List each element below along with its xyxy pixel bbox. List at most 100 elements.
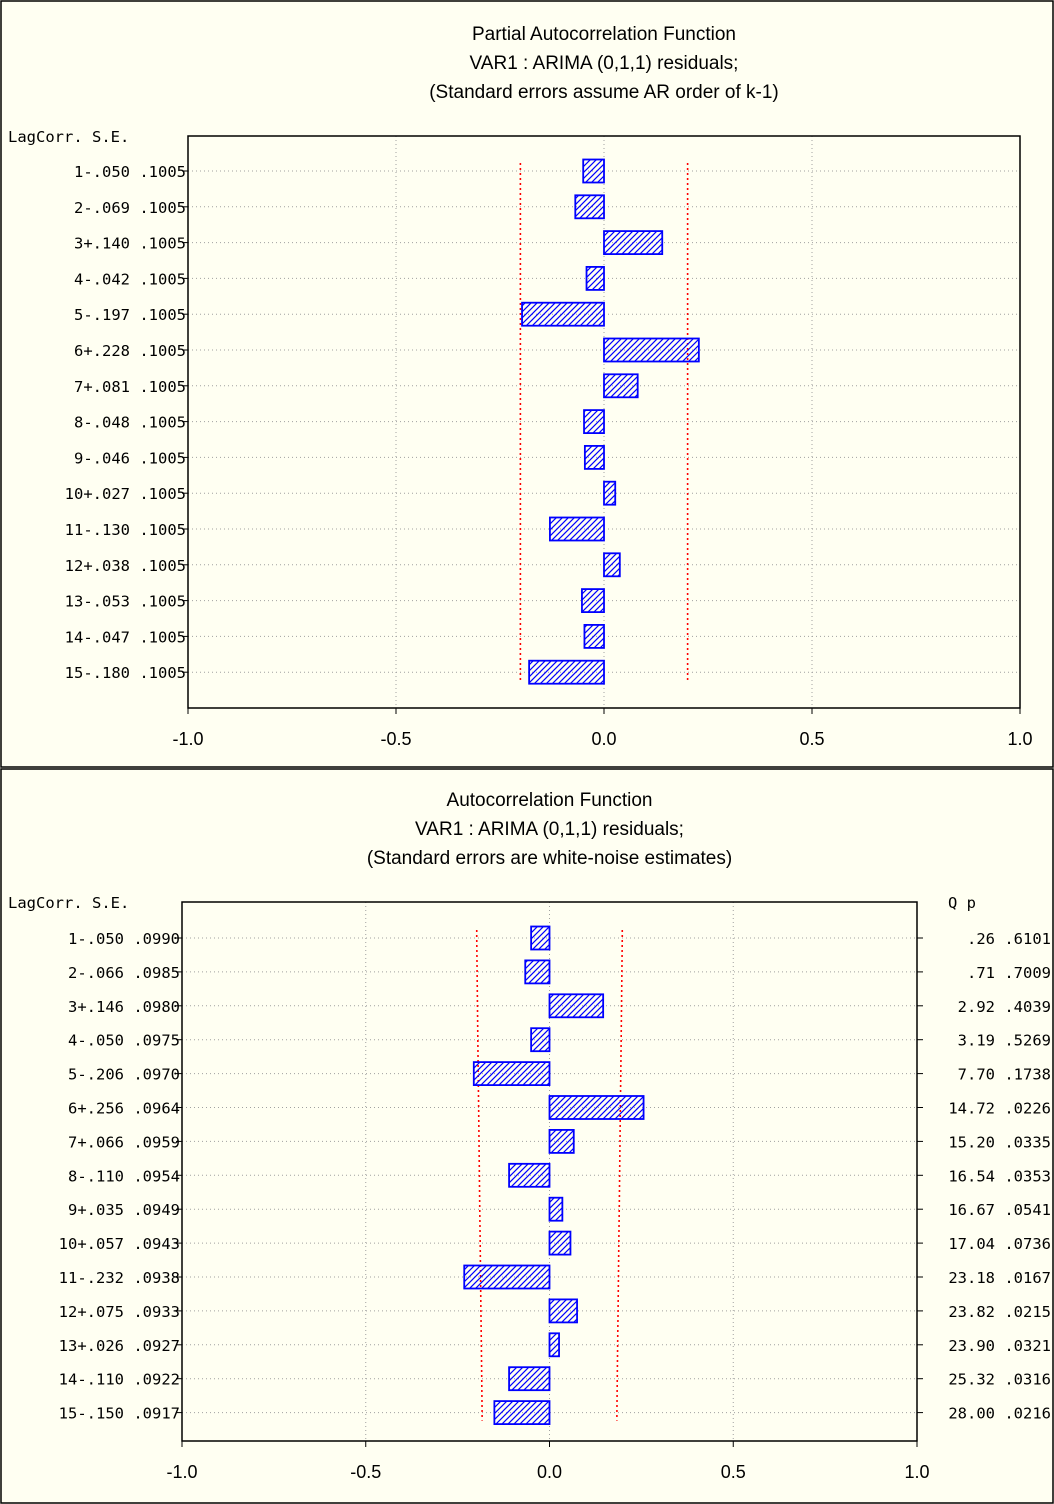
acf-qp-label-5: 7.70 .1738 [958,1066,1051,1084]
pacf-row-label-6: 6+.228 .1005 [74,342,186,360]
acf-row-label-9: 9+.035 .0949 [68,1201,180,1219]
pacf-panel-border [0,0,1054,768]
acf-bar-lag-5 [472,1061,551,1087]
acf-bar-lag-15 [493,1400,551,1425]
pacf-xtick-label-0: -1.0 [172,729,203,749]
pacf-bar-lag-11 [549,516,605,542]
acf-qp-label-3: 2.92 .4039 [958,998,1051,1016]
acf-qp-label-2: .71 .7009 [967,964,1051,982]
pacf-row-label-11: 11-.130 .1005 [65,521,186,539]
pacf-bar-lag-3 [603,230,664,256]
pacf-row-label-3: 3+.140 .1005 [74,235,186,253]
pacf-row-label-4: 4-.042 .1005 [74,270,186,288]
pacf-bar-lag-4 [585,265,605,291]
pacf-bar-lag-14 [583,624,605,649]
pacf-row-label-2: 2-.069 .1005 [74,199,186,217]
acf-qp-label-12: 23.82 .0215 [948,1303,1051,1321]
pacf-bar-lag-10 [603,480,617,506]
pacf-bar-lag-8 [583,409,605,435]
acf-xtick-label-3: 0.5 [721,1462,746,1482]
acf-upper-limit-line [616,930,624,1421]
pacf-bar-lag-2 [574,194,605,220]
acf-bar-lag-1 [530,925,551,951]
acf-xtick-label-2: 0.0 [537,1462,562,1482]
acf-panel: Autocorrelation Function VAR1 : ARIMA (0,… [0,768,1054,1504]
acf-qp-label-1: .26 .6101 [967,930,1051,948]
acf-subtitle: VAR1 : ARIMA (0,1,1) residuals; [415,819,684,840]
pacf-bar-lag-7 [603,373,639,399]
pacf-title: Partial Autocorrelation Function [472,24,736,45]
pacf-row-label-13: 13-.053 .1005 [65,593,186,611]
acf-qp-label-14: 25.32 .0316 [948,1371,1051,1389]
acf-row-label-7: 7+.066 .0959 [68,1133,180,1151]
acf-qp-label-11: 23.18 .0167 [948,1269,1051,1287]
acf-bar-lag-13 [548,1332,560,1358]
acf-bar-lag-3 [548,993,605,1019]
acf-chart: Autocorrelation Function VAR1 : ARIMA (0,… [0,768,1054,1504]
acf-xtick-label-1: -0.5 [350,1462,381,1482]
pacf-row-label-10: 10+.027 .1005 [65,485,186,503]
acf-row-label-5: 5-.206 .0970 [68,1066,180,1084]
acf-row-label-8: 8-.110 .0954 [68,1167,180,1185]
acf-bar-lag-6 [548,1095,645,1120]
acf-qp-label-4: 3.19 .5269 [958,1032,1051,1050]
acf-row-label-11: 11-.232 .0938 [59,1269,180,1287]
pacf-bar-lag-1 [582,158,605,184]
acf-header-label: LagCorr. S.E. [8,894,129,912]
acf-qp-label-7: 15.20 .0335 [948,1133,1051,1151]
pacf-bar-lag-6 [603,337,700,363]
pacf-row-label-15: 15-.180 .1005 [65,664,186,682]
acf-row-label-12: 12+.075 .0933 [59,1303,180,1321]
pacf-xtick-label-1: -0.5 [380,729,411,749]
acf-bar-lag-8 [508,1162,551,1188]
pacf-subtitle: VAR1 : ARIMA (0,1,1) residuals; [470,53,739,74]
acf-title: Autocorrelation Function [447,790,653,811]
acf-subtitle-2: (Standard errors are white-noise estimat… [367,848,732,869]
acf-bar-lag-12 [548,1298,578,1324]
acf-row-label-3: 3+.146 .0980 [68,998,180,1016]
acf-bar-lag-10 [548,1230,572,1256]
acf-bar-lag-2 [524,959,551,985]
acf-lower-limit-line [475,930,483,1421]
acf-row-label-10: 10+.057 .0943 [59,1235,180,1253]
acf-bar-lag-9 [548,1196,564,1222]
acf-right-header: Q p [948,894,976,912]
acf-qp-label-9: 16.67 .0541 [948,1201,1051,1219]
pacf-bar-lag-12 [603,552,621,578]
pacf-chart: Partial Autocorrelation Function VAR1 : A… [0,0,1054,768]
pacf-bar-lag-5 [521,301,605,327]
pacf-row-label-9: 9-.046 .1005 [74,449,186,467]
acf-qp-label-15: 28.00 .0216 [948,1405,1051,1423]
acf-bar-lag-7 [548,1128,575,1154]
acf-bar-lag-14 [508,1366,551,1392]
pacf-row-label-1: 1-.050 .1005 [74,163,186,181]
acf-row-label-13: 13+.026 .0927 [59,1337,180,1355]
acf-qp-label-10: 17.04 .0736 [948,1235,1051,1253]
acf-qp-label-13: 23.90 .0321 [948,1337,1051,1355]
pacf-bar-lag-9 [583,444,605,470]
pacf-xtick-label-2: 0.0 [591,729,616,749]
acf-row-label-15: 15-.150 .0917 [59,1405,180,1423]
pacf-subtitle-2: (Standard errors assume AR order of k-1) [429,82,779,103]
pacf-row-label-7: 7+.081 .1005 [74,378,186,396]
pacf-xtick-label-4: 1.0 [1007,729,1032,749]
pacf-xtick-label-3: 0.5 [799,729,824,749]
acf-row-label-6: 6+.256 .0964 [68,1100,180,1118]
pacf-row-label-8: 8-.048 .1005 [74,414,186,432]
pacf-bar-lag-13 [581,588,605,613]
acf-qp-label-6: 14.72 .0226 [948,1100,1051,1118]
acf-panel-border [0,768,1054,1504]
pacf-row-label-12: 12+.038 .1005 [65,557,186,575]
acf-bar-lag-11 [463,1264,551,1290]
acf-xtick-label-4: 1.0 [904,1462,929,1482]
pacf-header-label: LagCorr. S.E. [8,128,129,146]
acf-row-label-4: 4-.050 .0975 [68,1032,180,1050]
acf-row-label-1: 1-.050 .0990 [68,930,180,948]
acf-xtick-label-0: -1.0 [166,1462,197,1482]
acf-row-label-2: 2-.066 .0985 [68,964,180,982]
pacf-panel: Partial Autocorrelation Function VAR1 : A… [0,0,1054,768]
pacf-row-label-14: 14-.047 .1005 [65,628,186,646]
acf-qp-label-8: 16.54 .0353 [948,1167,1051,1185]
acf-bar-lag-4 [530,1027,551,1053]
pacf-row-label-5: 5-.197 .1005 [74,306,186,324]
